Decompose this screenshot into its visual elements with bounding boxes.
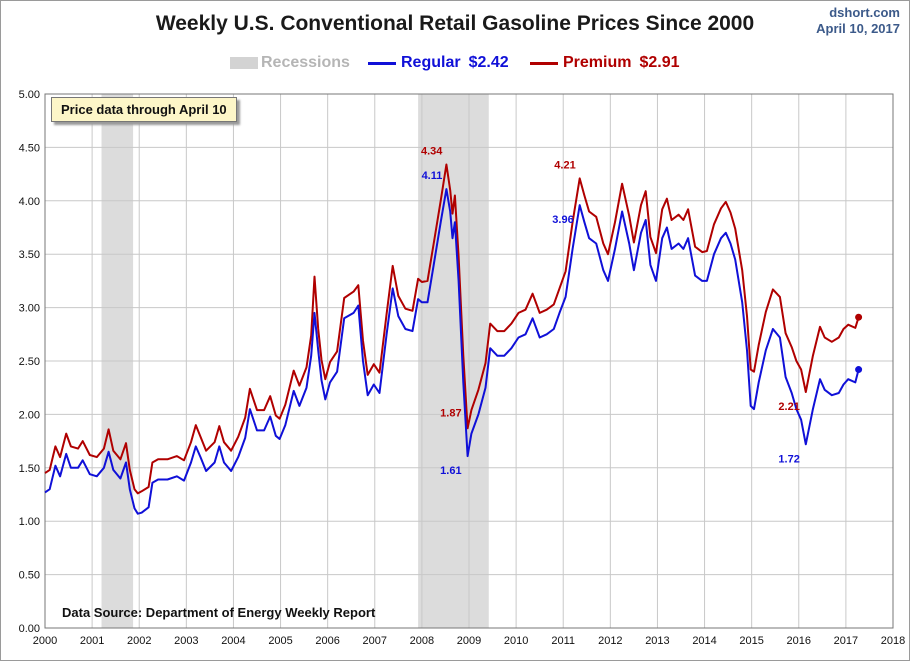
x-tick-label: 2006	[315, 635, 339, 647]
y-tick-label: 4.00	[19, 196, 40, 208]
y-tick-label: 2.00	[19, 409, 40, 421]
y-tick-label: 0.50	[19, 570, 40, 582]
x-tick-label: 2009	[457, 635, 481, 647]
source-date: April 10, 2017	[816, 21, 900, 36]
x-tick-label: 2005	[268, 635, 292, 647]
annotation-regular: 3.96	[552, 214, 573, 226]
annotation-premium: 4.21	[554, 159, 575, 171]
legend-label-regular: Regular	[401, 54, 461, 71]
series-endpoint-regular	[855, 366, 863, 374]
legend-label-recessions: Recessions	[261, 54, 350, 71]
annotation-premium: 2.21	[778, 401, 799, 413]
y-tick-label: 0.00	[19, 623, 40, 635]
legend-value-premium: $2.91	[639, 54, 680, 71]
annotation-premium: 4.34	[421, 145, 443, 157]
x-tick-label: 2016	[787, 635, 811, 647]
x-tick-label: 2008	[410, 635, 434, 647]
source-name: dshort.com	[829, 5, 900, 20]
x-tick-label: 2001	[80, 635, 104, 647]
y-tick-label: 3.00	[19, 303, 40, 315]
x-tick-label: 2014	[692, 635, 716, 647]
x-tick-label: 2012	[598, 635, 622, 647]
legend-value-regular: $2.42	[468, 54, 509, 71]
x-tick-label: 2000	[33, 635, 57, 647]
chart-title: Weekly U.S. Conventional Retail Gasoline…	[155, 12, 755, 35]
annotation-regular: 1.72	[778, 453, 799, 465]
x-tick-label: 2007	[363, 635, 387, 647]
price-data-note: Price data through April 10	[51, 97, 237, 122]
annotation-regular: 1.61	[440, 465, 461, 477]
x-tick-label: 2003	[174, 635, 198, 647]
x-tick-label: 2004	[221, 635, 245, 647]
legend: Recessions Regular $2.42 Premium $2.91	[0, 54, 910, 76]
legend-swatch-premium	[530, 61, 558, 65]
legend-label-premium: Premium	[563, 54, 632, 71]
y-tick-label: 4.50	[19, 142, 40, 154]
x-tick-label: 2002	[127, 635, 151, 647]
y-tick-label: 5.00	[19, 89, 40, 101]
y-tick-label: 1.50	[19, 463, 40, 475]
series-endpoint-premium	[855, 313, 863, 321]
x-tick-label: 2013	[645, 635, 669, 647]
x-tick-label: 2011	[551, 635, 575, 647]
legend-swatch-recessions	[230, 57, 258, 69]
annotation-premium: 1.87	[440, 407, 461, 419]
series-line-regular	[44, 188, 860, 515]
annotation-regular: 4.11	[422, 170, 443, 182]
y-tick-label: 3.50	[19, 249, 40, 261]
legend-item-premium: Premium $2.91	[530, 54, 680, 72]
x-tick-label: 2015	[739, 635, 763, 647]
legend-item-regular: Regular $2.42	[368, 54, 509, 72]
legend-swatch-regular	[368, 61, 396, 65]
x-tick-label: 2017	[834, 635, 858, 647]
data-source-note: Data Source: Department of Energy Weekly…	[62, 605, 376, 620]
x-tick-label: 2018	[881, 635, 905, 647]
plot-border	[44, 93, 894, 629]
series-line-premium	[44, 163, 860, 495]
x-tick-label: 2010	[504, 635, 528, 647]
legend-item-recessions: Recessions	[230, 54, 350, 72]
y-tick-label: 2.50	[19, 356, 40, 368]
y-tick-label: 1.00	[19, 516, 40, 528]
